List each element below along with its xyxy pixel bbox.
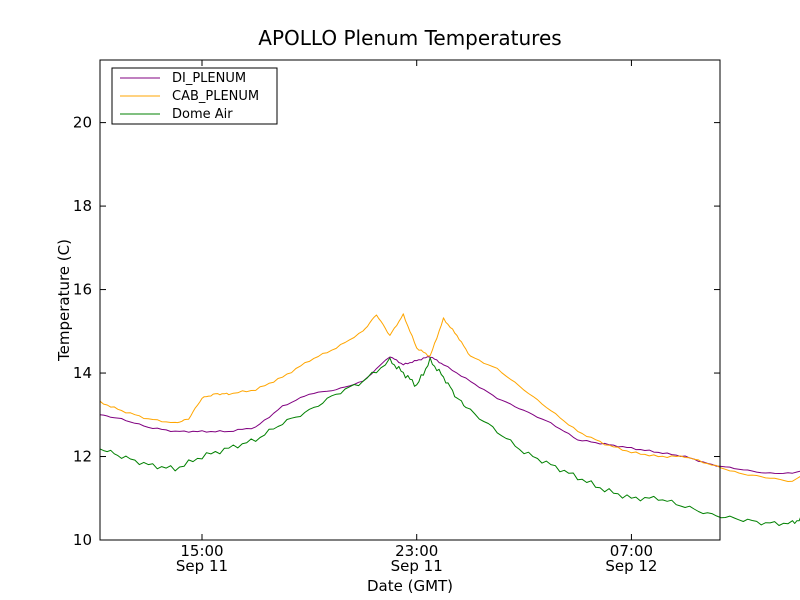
x-tick-label-time: 23:00 xyxy=(395,542,438,560)
series-line-dome-air xyxy=(99,357,800,526)
series-line-di-plenum xyxy=(99,356,800,474)
y-axis-label: Temperature (C) xyxy=(55,239,73,362)
y-tick-label: 14 xyxy=(73,364,92,382)
y-tick-label: 12 xyxy=(73,448,92,466)
chart-title: APOLLO Plenum Temperatures xyxy=(258,26,561,50)
y-tick-label: 20 xyxy=(73,114,92,132)
y-tick-label: 18 xyxy=(73,197,92,215)
x-tick-label-date: Sep 12 xyxy=(605,557,657,575)
plot-frame xyxy=(99,59,721,541)
series-layer xyxy=(99,313,800,526)
series-line-cab-plenum xyxy=(99,313,800,482)
x-tick-label-date: Sep 11 xyxy=(391,557,443,575)
y-tick-label: 10 xyxy=(73,531,92,549)
x-axis-label: Date (GMT) xyxy=(367,577,453,595)
x-tick-label-time: 15:00 xyxy=(180,542,223,560)
legend: DI_PLENUM CAB_PLENUM Dome Air xyxy=(111,67,278,125)
x-tick-label-time: 07:00 xyxy=(610,542,653,560)
y-tick-label: 16 xyxy=(73,281,92,299)
legend-label-di-plenum: DI_PLENUM xyxy=(172,71,246,86)
legend-label-dome-air: Dome Air xyxy=(172,107,233,122)
legend-label-cab-plenum: CAB_PLENUM xyxy=(172,89,259,104)
x-tick-label-date: Sep 11 xyxy=(176,557,228,575)
